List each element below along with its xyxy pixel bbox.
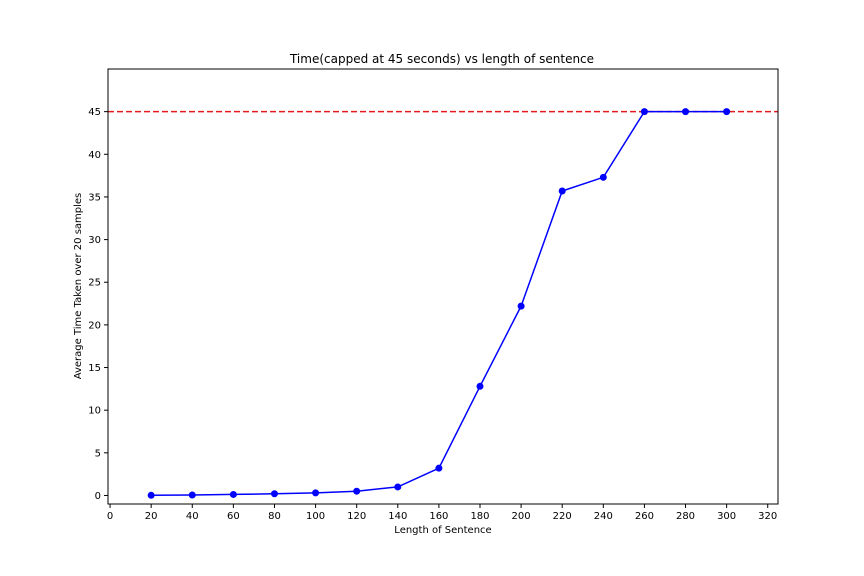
data-point xyxy=(188,491,196,499)
x-tick-label: 20 xyxy=(145,511,158,522)
x-tick-label: 200 xyxy=(512,511,531,522)
data-point xyxy=(723,108,731,116)
y-tick-label: 30 xyxy=(88,235,101,246)
x-axis-label: Length of Sentence xyxy=(394,525,491,536)
data-point xyxy=(312,489,320,497)
y-axis-label: Average Time Taken over 20 samples xyxy=(73,193,84,380)
y-tick-label: 45 xyxy=(88,107,101,118)
x-tick-label: 160 xyxy=(429,511,448,522)
y-tick-label: 40 xyxy=(88,150,101,161)
series-line xyxy=(151,110,727,497)
y-tick-label: 20 xyxy=(88,320,101,331)
x-tick-label: 40 xyxy=(186,511,199,522)
data-point xyxy=(270,490,278,498)
data-point xyxy=(682,108,690,116)
data-point xyxy=(353,487,361,495)
data-point xyxy=(229,490,237,498)
data-point xyxy=(599,173,607,181)
x-tick-label: 280 xyxy=(676,511,695,522)
axis-ticks: 0 20 40 60 80 100 120 140 160 180 200 220 240 260 280 3… xyxy=(88,107,777,522)
x-tick-label: 0 xyxy=(107,511,113,522)
x-tick-label: 320 xyxy=(758,511,777,522)
x-tick-label: 120 xyxy=(347,511,366,522)
y-tick-label: 0 xyxy=(95,491,101,502)
x-tick-label: 300 xyxy=(717,511,736,522)
data-point xyxy=(435,464,443,472)
x-tick-label: 140 xyxy=(388,511,407,522)
x-tick-label: 260 xyxy=(635,511,654,522)
x-tick-label: 80 xyxy=(268,511,281,522)
x-tick-label: 60 xyxy=(227,511,240,522)
y-tick-label: 15 xyxy=(88,363,101,374)
x-tick-label: 100 xyxy=(306,511,325,522)
series-layer xyxy=(108,108,778,499)
x-tick-label: 240 xyxy=(594,511,613,522)
y-tick-label: 5 xyxy=(95,448,101,459)
data-point xyxy=(394,483,402,491)
x-tick-label: 220 xyxy=(553,511,572,522)
data-point xyxy=(517,302,525,310)
y-tick-label: 35 xyxy=(88,192,101,203)
data-point xyxy=(558,187,566,195)
plot-frame xyxy=(107,68,779,505)
data-point xyxy=(640,108,648,116)
chart-title: Time(capped at 45 seconds) vs length of … xyxy=(289,52,594,66)
data-point xyxy=(147,491,155,499)
data-point xyxy=(476,382,484,390)
y-tick-label: 10 xyxy=(88,406,101,417)
x-tick-label: 180 xyxy=(470,511,489,522)
y-tick-label: 25 xyxy=(88,278,101,289)
